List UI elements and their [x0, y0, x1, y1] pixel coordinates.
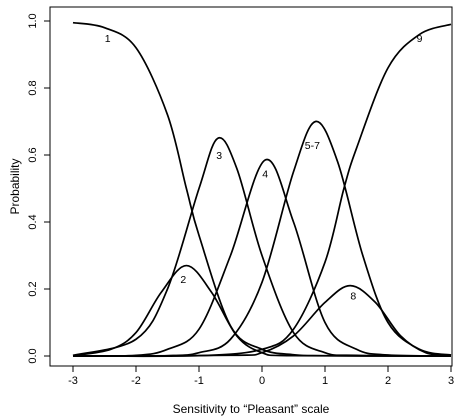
y-tick-label: 1.0 [27, 13, 39, 28]
x-tick-label: -2 [131, 375, 141, 387]
curves [72, 21, 452, 358]
curve-label-1: 1 [105, 33, 111, 45]
x-axis-title: Sensitivity to “Pleasant” scale [173, 402, 330, 416]
curve-3 [72, 136, 452, 357]
curve-2 [72, 264, 452, 357]
y-tick-label: 0.6 [27, 147, 39, 162]
curve-label-2: 2 [180, 274, 186, 286]
curve-label-4: 4 [262, 168, 268, 180]
x-tick-label: -1 [194, 375, 204, 387]
y-axis-title: Probability [8, 158, 22, 214]
y-tick-label: 0.8 [27, 80, 39, 95]
axes: -3 -2 -1 0 1 2 3 0.0 0.2 0.4 0.6 0.8 1.0 [27, 6, 454, 387]
curve-labels: 1 2 3 4 5-7 8 9 [105, 33, 423, 303]
curve-4 [72, 158, 452, 357]
x-tick-label: -3 [68, 375, 78, 387]
curve-label-9: 9 [417, 33, 423, 45]
curve-9 [72, 23, 452, 358]
curve-label-8: 8 [350, 291, 356, 303]
curve-label-5-7: 5-7 [305, 140, 320, 152]
x-tick-label: 2 [385, 375, 391, 387]
y-tick-label: 0.0 [27, 348, 39, 363]
y-tick-label: 0.2 [27, 281, 39, 296]
x-tick-label: 1 [322, 375, 328, 387]
curve-8 [72, 284, 452, 357]
x-tick-label: 3 [448, 375, 454, 387]
curve-5-7 [72, 120, 452, 357]
x-tick-label: 0 [259, 375, 265, 387]
curve-label-3: 3 [216, 150, 222, 162]
plot-frame [49, 6, 453, 367]
curve-1 [72, 21, 452, 357]
y-tick-label: 0.4 [27, 214, 39, 229]
